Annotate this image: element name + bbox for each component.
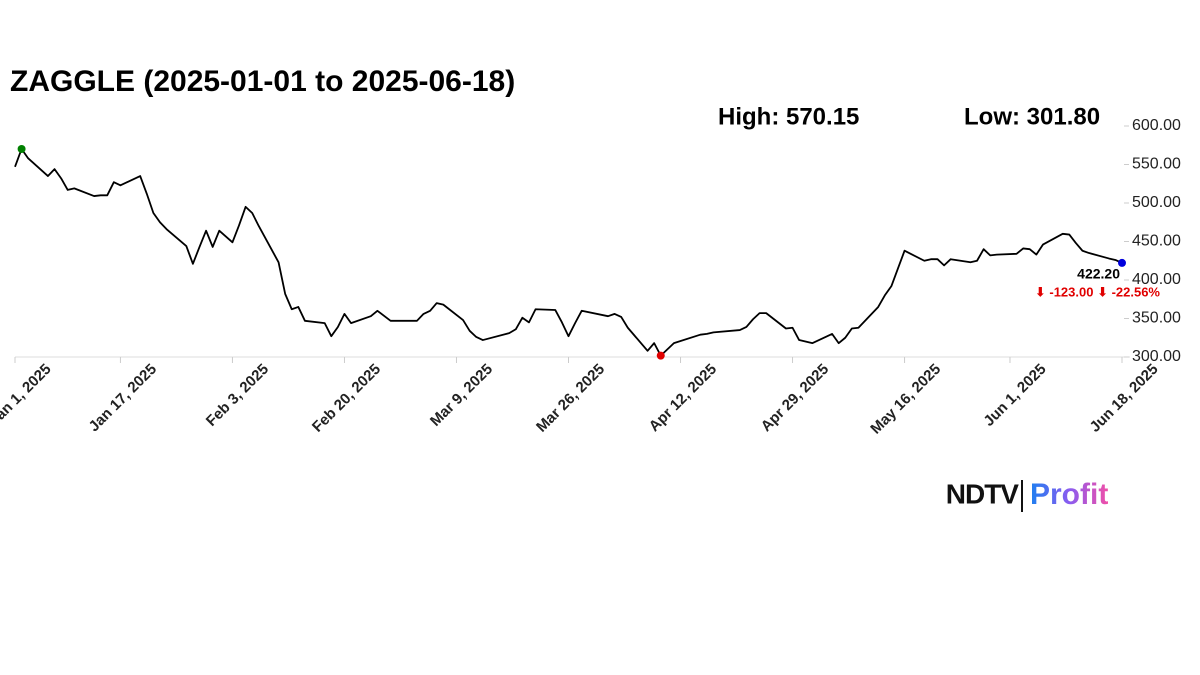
- x-tick-label: Jun 18, 2025: [1087, 361, 1162, 436]
- chart-title: ZAGGLE (2025-01-01 to 2025-06-18): [10, 65, 515, 98]
- y-tick-label: 300.00: [1132, 348, 1181, 365]
- high-marker: [17, 144, 26, 153]
- x-tick-label: Feb 3, 2025: [203, 361, 272, 430]
- low-label: Low: 301.80: [964, 103, 1100, 130]
- high-label: High: 570.15: [718, 103, 859, 130]
- y-tick-label: 350.00: [1132, 310, 1181, 327]
- x-tick-label: Mar 9, 2025: [427, 361, 496, 430]
- y-tick-label: 550.00: [1132, 156, 1181, 173]
- x-tick-label: Apr 12, 2025: [646, 361, 721, 436]
- y-tick-label: 500.00: [1132, 194, 1181, 211]
- last-price-label: 422.20: [1077, 266, 1120, 282]
- x-tick-label: Jan 1, 2025: [0, 361, 55, 430]
- x-tick-label: Mar 26, 2025: [533, 361, 608, 436]
- y-tick-label: 450.00: [1132, 233, 1181, 250]
- x-tick-label: May 16, 2025: [867, 361, 944, 438]
- logo-ndtv: NDTV: [946, 478, 1020, 509]
- x-tick-label: Feb 20, 2025: [309, 361, 384, 436]
- y-tick-label: 600.00: [1132, 117, 1181, 134]
- logo-profit: Profit: [1030, 478, 1108, 511]
- y-tick-label: 400.00: [1132, 271, 1181, 288]
- x-tick-label: Apr 29, 2025: [758, 361, 833, 436]
- last-marker: [1118, 258, 1126, 267]
- x-tick-label: Jun 1, 2025: [980, 361, 1049, 430]
- x-tick-label: Jan 17, 2025: [86, 361, 161, 436]
- change-label: ⬇ -123.00 ⬇ -22.56%: [1035, 284, 1161, 299]
- price-line: [14, 148, 1123, 357]
- low-marker: [656, 351, 665, 360]
